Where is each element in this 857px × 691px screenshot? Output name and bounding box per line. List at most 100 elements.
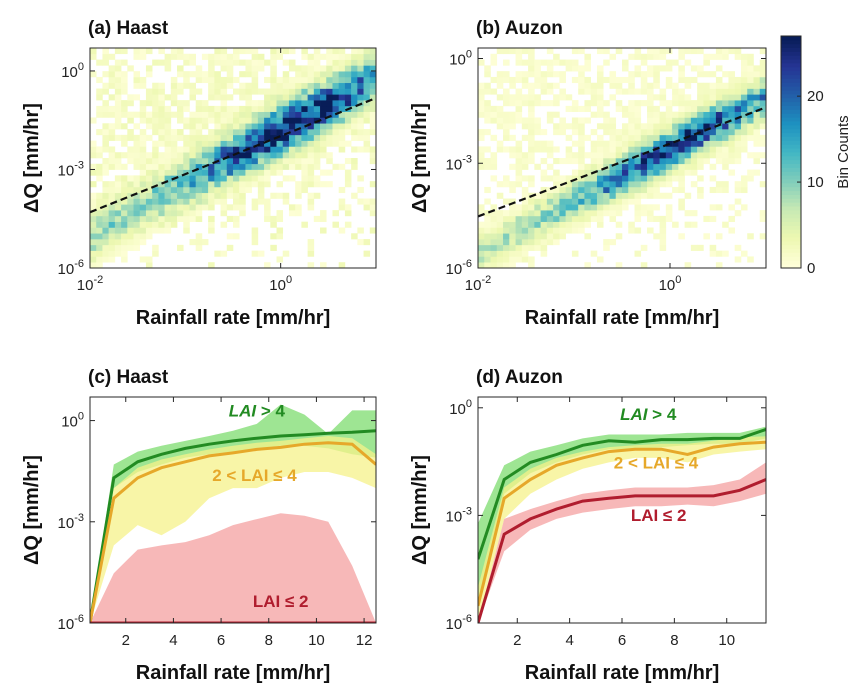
heatmap-cell <box>734 140 742 147</box>
heatmap-cell <box>326 100 333 107</box>
heatmap-cell <box>553 111 560 118</box>
heatmap-cell <box>102 71 109 78</box>
heatmap-cell <box>515 152 523 159</box>
heatmap-cell <box>226 175 234 182</box>
heatmap-cell <box>102 134 109 141</box>
heatmap-cell <box>659 233 667 240</box>
heatmap-cell <box>177 198 184 205</box>
heatmap-cell <box>734 152 742 159</box>
heatmap-cell <box>251 158 259 165</box>
heatmap-cell <box>740 111 748 118</box>
heatmap-cell <box>734 76 742 84</box>
heatmap-cell <box>102 244 109 251</box>
heatmap-cell <box>108 158 116 165</box>
heatmap-cell <box>145 256 153 263</box>
heatmap-cell <box>121 105 128 112</box>
heatmap-cell <box>603 152 610 159</box>
heatmap-cell <box>722 53 729 60</box>
heatmap-cell <box>521 250 529 257</box>
heatmap-cell <box>553 221 560 228</box>
heatmap-cell <box>546 111 554 118</box>
x-tick-label: 8 <box>265 632 273 649</box>
heatmap-cell <box>484 256 491 263</box>
heatmap-cell <box>584 215 591 222</box>
heatmap-cell <box>114 88 122 95</box>
heatmap-cell <box>728 48 735 55</box>
heatmap-cell <box>245 88 252 95</box>
heatmap-cell <box>603 239 610 246</box>
heatmap-cell <box>703 88 710 95</box>
heatmap-cell <box>603 169 610 176</box>
heatmap-cell <box>276 256 284 263</box>
heatmap-cell <box>584 233 591 240</box>
heatmap-cell <box>515 146 523 153</box>
heatmap-cell <box>351 76 358 84</box>
heatmap-cell <box>534 94 541 101</box>
heatmap-cell <box>201 198 209 205</box>
heatmap-cell <box>546 146 554 153</box>
heatmap-cell <box>344 123 352 130</box>
heatmap-cell <box>578 210 585 217</box>
heatmap-cell <box>251 65 259 72</box>
heatmap-cell <box>478 134 485 141</box>
heatmap-cell <box>276 152 284 159</box>
heatmap-cell <box>747 100 754 107</box>
heatmap-cell <box>584 204 591 211</box>
x-tick-label: 10-2 <box>77 274 103 294</box>
heatmap-cell <box>313 140 321 147</box>
heatmap-cell <box>351 65 358 72</box>
heatmap-cell <box>369 117 376 124</box>
heatmap-cell <box>170 163 178 170</box>
heatmap-cell <box>753 158 761 165</box>
heatmap-cell <box>540 221 548 228</box>
heatmap-cell <box>369 88 376 95</box>
heatmap-cell <box>715 94 723 101</box>
heatmap-cell <box>703 82 710 89</box>
heatmap-cell <box>584 134 591 141</box>
heatmap-cell <box>139 256 147 263</box>
heatmap-cell <box>102 250 109 257</box>
heatmap-cell <box>139 48 147 55</box>
heatmap-cell <box>264 123 271 130</box>
heatmap-cell <box>540 244 548 251</box>
heatmap-cell <box>307 140 315 147</box>
heatmap-cell <box>521 134 529 141</box>
x-tick-label: 2 <box>513 632 521 649</box>
heatmap-cell <box>690 163 698 170</box>
heatmap-cell <box>189 175 196 182</box>
heatmap-cell <box>515 76 523 84</box>
heatmap-cell <box>164 94 172 101</box>
heatmap-cell <box>114 175 122 182</box>
heatmap-cell <box>177 210 184 217</box>
heatmap-cell <box>220 129 228 136</box>
heatmap-cell <box>270 53 277 60</box>
heatmap-cell <box>245 65 252 72</box>
heatmap-cell <box>622 192 629 199</box>
heatmap-cell <box>565 181 573 188</box>
heatmap-cell <box>496 123 504 130</box>
heatmap-cell <box>313 105 321 112</box>
heatmap-cell <box>226 146 234 153</box>
heatmap-cell <box>728 146 735 153</box>
heatmap-cell <box>264 146 271 153</box>
heatmap-cell <box>226 59 234 66</box>
heatmap-cell <box>295 204 302 211</box>
heatmap-cell <box>257 65 265 72</box>
heatmap-cell <box>351 82 358 89</box>
heatmap-cell <box>609 198 617 205</box>
heatmap-cell <box>571 65 579 72</box>
heatmap-cell <box>245 94 252 101</box>
heatmap-cell <box>609 76 617 84</box>
heatmap-cell <box>270 100 277 107</box>
heatmap-cell <box>503 256 510 263</box>
heatmap-cell <box>307 88 315 95</box>
heatmap-cell <box>640 262 648 268</box>
heatmap-cell <box>114 204 122 211</box>
heatmap-cell <box>121 152 128 159</box>
heatmap-cell <box>139 169 147 176</box>
heatmap-cell <box>753 105 761 112</box>
heatmap-cell <box>490 210 498 217</box>
heatmap-cell <box>715 134 723 141</box>
heatmap-cell <box>659 192 667 199</box>
heatmap-cell <box>152 244 159 251</box>
